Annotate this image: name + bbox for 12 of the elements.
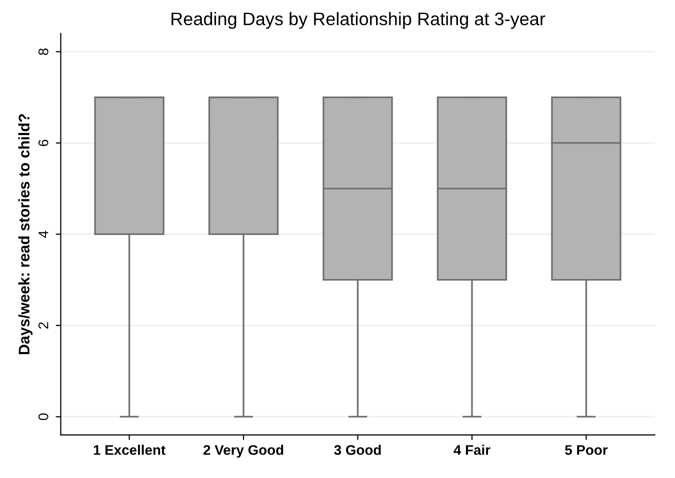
y-tick-label: 8 — [38, 48, 48, 55]
x-tick-label: 4 Fair — [454, 444, 490, 455]
y-tick-label: 6 — [38, 140, 48, 146]
y-tick-label: 2 — [38, 322, 48, 329]
y-axis-title: Days/week: read stories to child? — [18, 114, 33, 354]
x-tick-label: 2 Very Good — [203, 444, 284, 458]
x-tick-label: 3 Good — [334, 444, 381, 455]
chart-title: Reading Days by Relationship Rating at 3-year — [172, 12, 546, 29]
x-tick-label: 5 Poor — [565, 445, 608, 455]
y-tick-label: 4 — [38, 230, 48, 238]
y-tick-label: 0 — [38, 413, 48, 420]
x-tick-label: 1 Excellent — [94, 444, 166, 455]
